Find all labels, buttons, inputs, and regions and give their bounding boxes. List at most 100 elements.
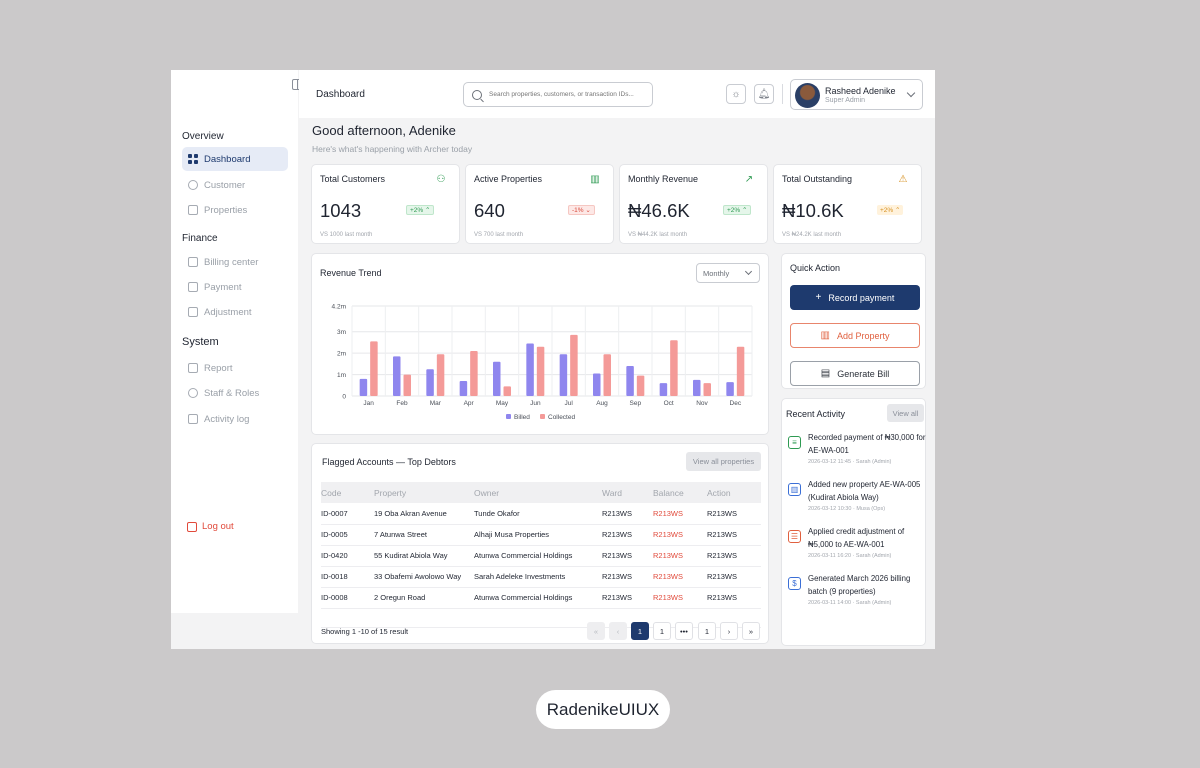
search-box[interactable] [463, 82, 653, 107]
sidebar-item-label: Payment [204, 281, 242, 293]
cell-property: 2 Oregun Road [374, 587, 474, 609]
cell-action[interactable]: R213WS [707, 524, 761, 546]
cell-action[interactable]: R213WS [707, 545, 761, 567]
cell-action[interactable]: R213WS [707, 587, 761, 609]
profile-menu[interactable]: Rasheed Adenike Super Admin [790, 79, 923, 110]
sidebar-item-adjustment[interactable]: Adjustment [182, 300, 288, 324]
sidebar-item-label: Staff & Roles [204, 387, 260, 399]
record-payment-button[interactable]: + Record payment [790, 285, 920, 310]
first-page-button[interactable]: « [587, 622, 605, 640]
view-all-properties-button[interactable]: View all properties [686, 452, 761, 471]
change-badge: +2% ⌃ [877, 205, 904, 215]
plus-icon: + [815, 292, 822, 303]
legend-swatch [506, 414, 511, 419]
bar-collected [503, 386, 511, 396]
x-tick-label: Jun [530, 400, 541, 407]
page-button-current[interactable]: 1 [631, 622, 649, 640]
activity-meta: 2026-03-11 14:00 · Sarah (Admin) [808, 600, 892, 606]
cell-owner: Tunde Okafor [474, 503, 602, 525]
user-name: Rasheed Adenike [825, 86, 896, 96]
search-input[interactable] [489, 91, 639, 98]
activity-title: Recent Activity [786, 409, 846, 419]
cell-owner: Alhaji Musa Properties [474, 524, 602, 546]
greeting-subtitle: Here's what's happening with Archer toda… [312, 144, 473, 154]
page-button[interactable]: 1 [653, 622, 671, 640]
activity-text: Generated March 2026 billing batch (9 pr… [808, 574, 911, 596]
sidebar-item-staff-roles[interactable]: Staff & Roles [182, 381, 288, 405]
chart-icon [187, 363, 198, 374]
col-property: Property [374, 482, 474, 503]
logout-button[interactable]: Log out [187, 521, 234, 532]
activity-meta: 2026-03-12 11:45 · Sarah (Admin) [808, 459, 892, 465]
cell-balance: R213WS [653, 545, 707, 567]
x-tick-label: Dec [730, 400, 742, 407]
stat-card-total-customers: Total Customers ⚇ 1043 +2% ⌃ VS 1000 las… [311, 164, 460, 244]
cell-property: 55 Kudirat Abiola Way [374, 545, 474, 567]
bar-billed [726, 382, 734, 396]
generate-bill-button[interactable]: ▤ Generate Bill [790, 361, 920, 386]
cell-action[interactable]: R213WS [707, 566, 761, 588]
page-ellipsis: ••• [675, 622, 693, 640]
period-select[interactable]: Monthly [696, 263, 760, 283]
add-property-button[interactable]: ▥ Add Property [790, 323, 920, 348]
cell-balance: R213WS [653, 587, 707, 609]
last-page-button[interactable]: » [742, 622, 760, 640]
x-tick-label: Feb [396, 400, 408, 407]
sidebar-item-report[interactable]: Report [182, 356, 288, 380]
sidebar-item-activity-log[interactable]: Activity log [182, 407, 288, 431]
x-tick-label: Mar [430, 400, 442, 407]
view-all-button[interactable]: View all [887, 404, 924, 422]
cell-code: ID-0018 [321, 566, 374, 588]
bar-collected [603, 354, 611, 396]
bar-billed [526, 343, 534, 396]
cell-code: ID-0420 [321, 545, 374, 567]
change-value: +2% [880, 206, 894, 214]
wallet-icon [187, 282, 198, 293]
period-value: Monthly [703, 268, 730, 278]
sidebar-item-properties[interactable]: Properties [182, 198, 288, 222]
revenue-title: Revenue Trend [320, 268, 382, 278]
divider [321, 627, 761, 628]
cell-code: ID-0008 [321, 587, 374, 609]
sidebar-item-payment[interactable]: Payment [182, 275, 288, 299]
cell-property: 7 Atunwa Street [374, 524, 474, 546]
x-tick-label: May [496, 400, 509, 407]
table-row[interactable]: ID-0018 33 Obafemi Awolowo Way Sarah Ade… [321, 566, 761, 588]
stat-compare: VS ₦44.2K last month [628, 232, 688, 238]
cell-ward: R213WS [602, 545, 653, 567]
table-row[interactable]: ID-0007 19 Oba Akran Avenue Tunde Okafor… [321, 503, 761, 525]
cell-action[interactable]: R213WS [707, 503, 761, 525]
chevron-down-icon [906, 88, 916, 98]
stat-compare: VS 1000 last month [320, 232, 373, 238]
bar-billed [359, 378, 368, 396]
table-row[interactable]: ID-0420 55 Kudirat Abiola Way Atunwa Com… [321, 545, 761, 567]
sidebar-item-customer[interactable]: Customer [182, 173, 288, 197]
sidebar-item-dashboard[interactable]: Dashboard [182, 147, 288, 171]
grid-icon [187, 154, 198, 165]
flagged-title: Flagged Accounts — Top Debtors [322, 457, 456, 467]
y-tick-label: 0 [342, 394, 346, 401]
building-icon [187, 205, 198, 216]
change-value: +2% [410, 206, 424, 214]
building-icon: ▥ [788, 483, 801, 496]
next-page-button[interactable]: › [720, 622, 738, 640]
log-icon [187, 414, 198, 425]
x-tick-label: Apr [464, 400, 475, 407]
table-row[interactable]: ID-0005 7 Atunwa Street Alhaji Musa Prop… [321, 524, 761, 546]
stat-label: Active Properties [474, 174, 543, 184]
table-row[interactable]: ID-0008 2 Oregun Road Atunwa Commercial … [321, 587, 761, 609]
prev-page-button[interactable]: ‹ [609, 622, 627, 640]
notifications-button[interactable]: 🔔︎ [754, 84, 774, 104]
sidebar-item-label: Billing center [204, 256, 259, 268]
showing-text: Showing 1 -10 of 15 result [321, 627, 409, 636]
activity-item: ☰ Applied credit adjustment of ₦5,000 to… [788, 526, 923, 566]
cell-owner: Sarah Adeleke Investments [474, 566, 602, 588]
page-button[interactable]: 1 [698, 622, 716, 640]
x-tick-label: Oct [664, 400, 674, 407]
x-tick-label: Nov [696, 400, 708, 407]
cell-balance: R213WS [653, 503, 707, 525]
sidebar-item-billing-center[interactable]: Billing center [182, 250, 288, 274]
theme-toggle-button[interactable]: ☼ [726, 84, 746, 104]
bar-billed [493, 361, 501, 396]
x-tick-label: Jul [565, 400, 574, 407]
